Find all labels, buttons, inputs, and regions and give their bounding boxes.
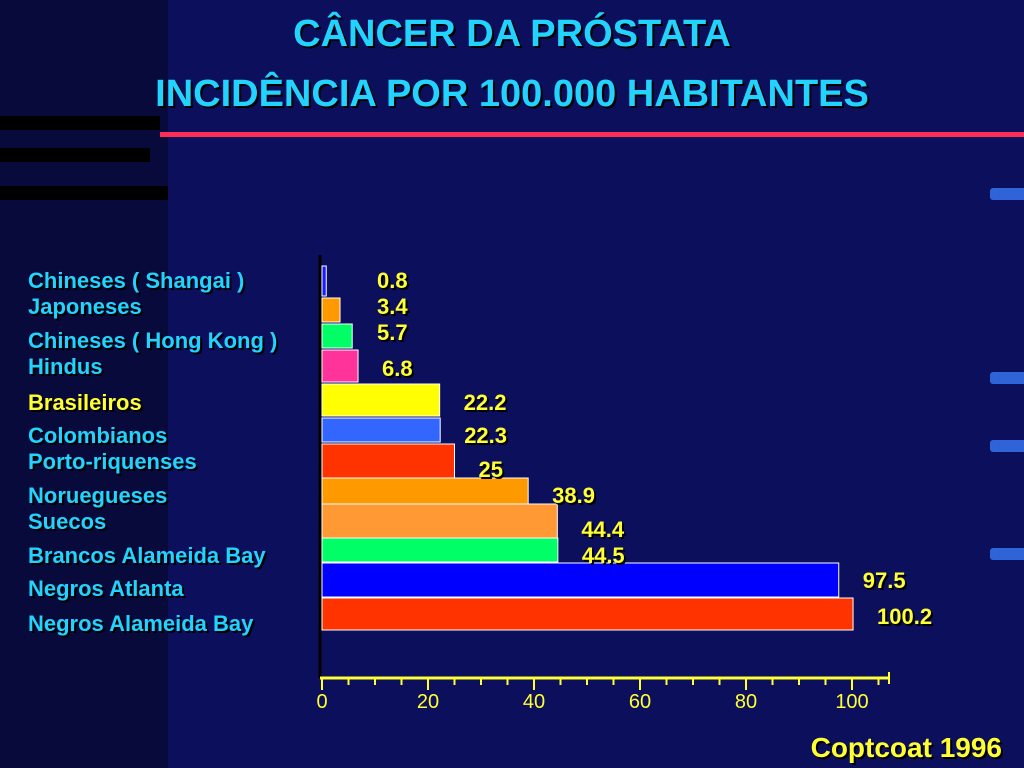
category-label: Negros Atlanta (28, 576, 184, 601)
category-label: Chineses ( Shangai ) (28, 268, 245, 293)
bar-7 (321, 443, 455, 479)
bar-2 (321, 297, 341, 323)
bar-3 (321, 323, 353, 349)
data-label: 97.5 (862, 568, 906, 593)
decor-band (0, 116, 160, 130)
category-label: Porto-riquenses (28, 449, 197, 474)
bar-4 (321, 349, 359, 383)
decor-tab (990, 440, 1024, 452)
x-tick-label: 60 (628, 691, 652, 713)
data-label: 100.2 (877, 604, 933, 629)
x-tick-label: 100 (835, 691, 869, 713)
bar-11 (321, 562, 840, 598)
category-label: Colombianos (28, 423, 168, 448)
data-label: 38.9 (552, 483, 595, 508)
x-tick-label: 20 (416, 691, 440, 713)
bar-6 (321, 417, 441, 443)
decor-band (0, 148, 150, 162)
data-label: 0.8 (377, 268, 408, 293)
category-label: Hindus (28, 354, 103, 379)
decor-tab (990, 372, 1024, 384)
category-label: Suecos (28, 509, 107, 534)
chart-title-line1: CÂNCER DA PRÓSTATA (293, 13, 731, 55)
bar-5 (321, 383, 441, 417)
category-label: Chineses ( Hong Kong ) (28, 328, 278, 353)
decor-band (0, 186, 168, 200)
x-tick-label: 0 (316, 691, 328, 713)
decor-tab (990, 188, 1024, 200)
data-label: 44.5 (581, 543, 625, 568)
x-tick-label: 80 (734, 691, 758, 713)
data-label: 6.8 (382, 356, 413, 381)
category-label: Japoneses (28, 294, 142, 319)
category-label: Brancos Alameida Bay (28, 543, 266, 568)
data-label: 22.2 (463, 390, 507, 415)
chart-title-line2: INCIDÊNCIA POR 100.000 HABITANTES (155, 73, 869, 115)
left-panel-background (0, 0, 168, 768)
x-tick-label: 40 (522, 691, 546, 713)
data-label: 25 (478, 457, 503, 482)
data-label: 22.3 (464, 423, 508, 448)
bar-12 (321, 597, 854, 631)
category-label: Noruegueses (28, 483, 168, 508)
source-citation: Coptcoat 1996 (810, 732, 1002, 763)
title-divider (160, 132, 1024, 137)
data-label: 5.7 (377, 320, 408, 345)
decor-tab (990, 548, 1024, 560)
bar-10 (321, 537, 559, 563)
data-label: 3.4 (377, 294, 408, 319)
category-label: Negros Alameida Bay (28, 611, 254, 636)
bar-8 (321, 477, 529, 505)
bar-9 (321, 503, 558, 539)
category-label: Brasileiros (28, 390, 142, 415)
bar-1 (321, 265, 327, 297)
data-label: 44.4 (581, 517, 625, 542)
